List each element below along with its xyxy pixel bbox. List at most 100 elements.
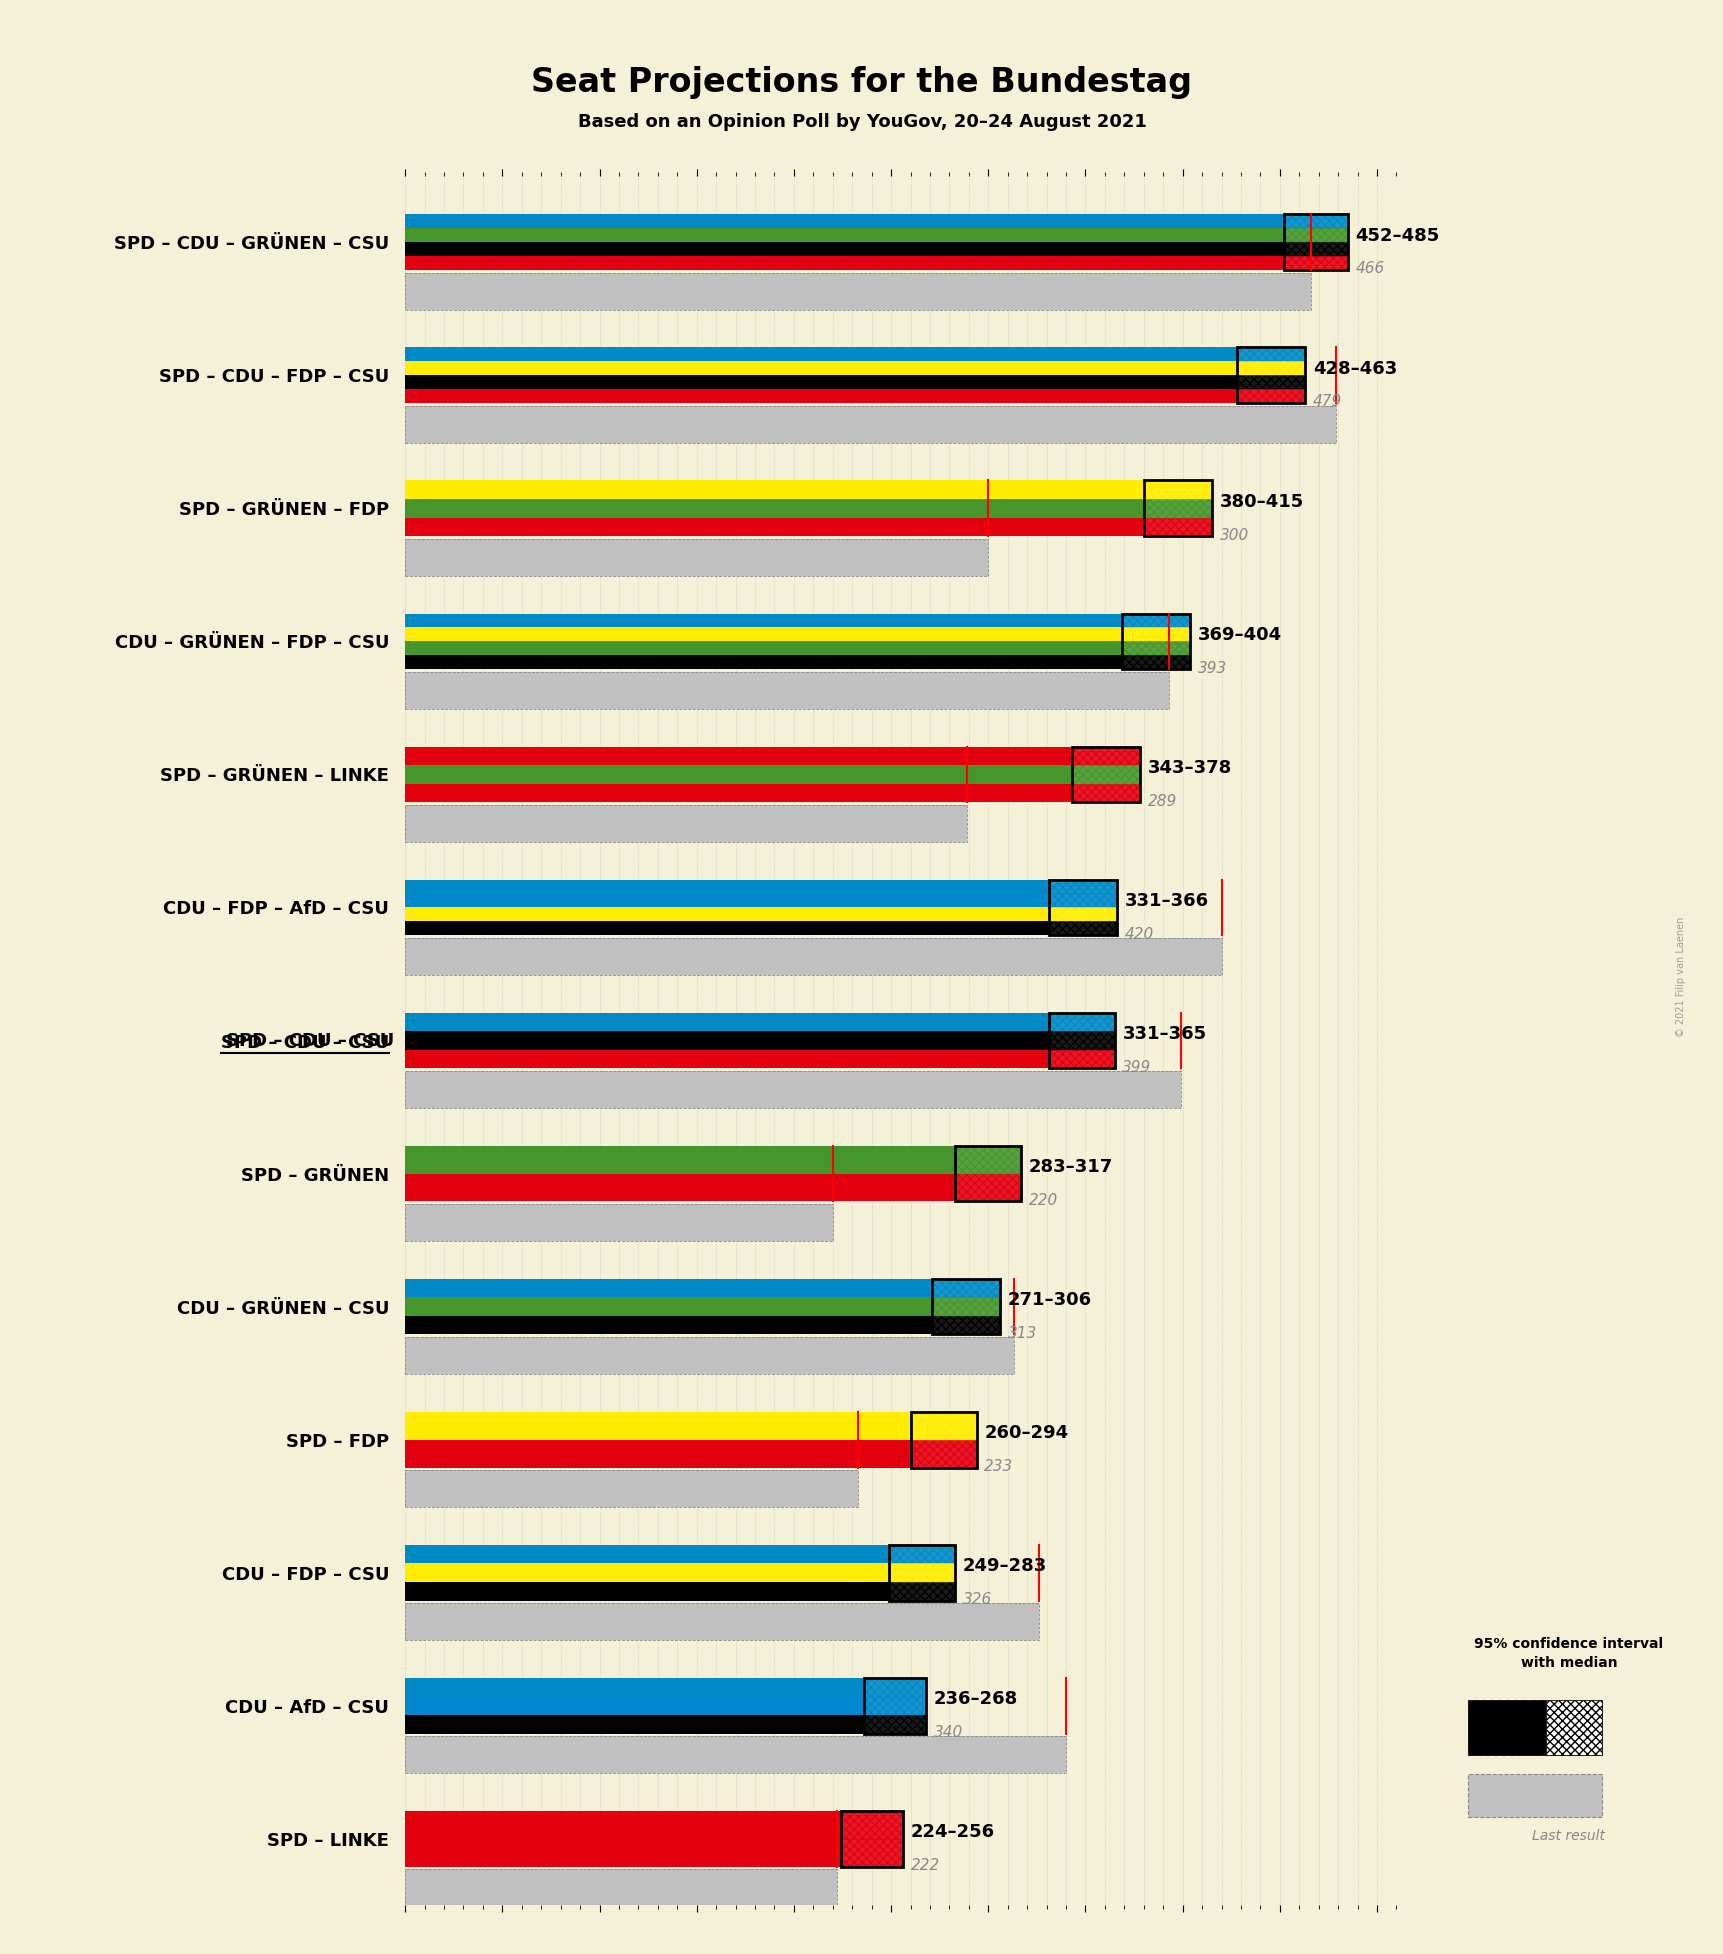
Bar xyxy=(889,1546,955,1563)
Bar xyxy=(1284,229,1347,242)
Text: 289: 289 xyxy=(1148,793,1177,809)
Text: 326: 326 xyxy=(963,1593,992,1606)
Bar xyxy=(1072,784,1139,803)
Bar xyxy=(405,1337,1013,1374)
Bar xyxy=(1237,361,1304,375)
Bar xyxy=(1048,1049,1115,1069)
Bar xyxy=(1284,215,1347,270)
Bar xyxy=(863,1696,925,1716)
Bar xyxy=(405,1696,925,1716)
Bar xyxy=(1048,879,1117,893)
Bar xyxy=(1142,481,1211,535)
Text: 260–294: 260–294 xyxy=(984,1424,1068,1442)
Text: 428–463: 428–463 xyxy=(1313,360,1396,377)
Bar xyxy=(405,274,1309,311)
Bar xyxy=(889,1563,955,1583)
Bar xyxy=(405,1315,999,1335)
Bar xyxy=(1122,641,1189,655)
Bar xyxy=(405,1583,955,1600)
Bar xyxy=(405,1032,1115,1049)
Bar xyxy=(405,1602,1039,1641)
Bar xyxy=(1122,627,1189,641)
Text: © 2021 Filip van Laenen: © 2021 Filip van Laenen xyxy=(1675,916,1685,1038)
Bar xyxy=(405,1174,1020,1202)
Bar xyxy=(405,229,1347,242)
Bar xyxy=(1284,215,1347,229)
Bar xyxy=(1237,348,1304,361)
Bar xyxy=(932,1278,999,1297)
Bar xyxy=(889,1563,955,1583)
Bar xyxy=(405,641,1189,655)
Bar xyxy=(1237,389,1304,403)
Bar xyxy=(405,907,1117,922)
Text: 420: 420 xyxy=(1123,926,1153,942)
Bar xyxy=(1284,256,1347,270)
Bar xyxy=(1048,893,1117,907)
Bar xyxy=(1122,614,1189,670)
Text: 331–365: 331–365 xyxy=(1122,1024,1206,1043)
Bar xyxy=(405,1870,836,1907)
Bar xyxy=(910,1440,975,1467)
Bar xyxy=(889,1583,955,1600)
Bar xyxy=(405,938,1222,975)
Bar xyxy=(405,784,1139,803)
Text: SPD – CDU – CSU: SPD – CDU – CSU xyxy=(226,1032,395,1049)
Bar xyxy=(405,614,1189,627)
Bar xyxy=(405,1440,975,1467)
Bar xyxy=(405,274,1309,311)
Bar xyxy=(405,1716,925,1733)
Bar xyxy=(1237,375,1304,389)
Bar xyxy=(405,389,1304,403)
Text: 271–306: 271–306 xyxy=(1008,1292,1091,1309)
Text: 340: 340 xyxy=(934,1725,963,1739)
Bar xyxy=(932,1297,999,1315)
Text: Based on an Opinion Poll by YouGov, 20–24 August 2021: Based on an Opinion Poll by YouGov, 20–2… xyxy=(577,113,1146,131)
Bar xyxy=(405,242,1347,256)
Text: 452–485: 452–485 xyxy=(1354,227,1439,244)
Bar xyxy=(1122,614,1189,627)
Bar xyxy=(405,1337,1013,1374)
Bar xyxy=(1466,1774,1601,1817)
Bar xyxy=(405,627,1189,641)
Bar xyxy=(405,1870,836,1907)
Bar xyxy=(1237,361,1304,375)
Bar xyxy=(1048,1032,1115,1049)
Bar xyxy=(1122,641,1189,655)
Bar xyxy=(910,1440,975,1467)
Bar xyxy=(405,805,967,842)
Bar xyxy=(1237,348,1304,403)
Bar xyxy=(1072,784,1139,803)
Bar xyxy=(863,1678,925,1696)
Bar xyxy=(405,746,1139,766)
Bar xyxy=(405,1049,1115,1069)
Bar xyxy=(405,1811,903,1839)
Bar xyxy=(405,1204,832,1241)
Bar xyxy=(405,539,987,576)
Bar xyxy=(405,215,1347,229)
Bar xyxy=(405,1678,925,1696)
Text: 343–378: 343–378 xyxy=(1148,758,1232,778)
Bar xyxy=(1048,1012,1115,1032)
Bar xyxy=(1048,1012,1115,1032)
Bar xyxy=(1122,627,1189,641)
Bar xyxy=(863,1716,925,1733)
Bar xyxy=(1048,879,1117,893)
Bar xyxy=(405,406,1335,444)
Bar xyxy=(405,1737,1065,1774)
Text: 222: 222 xyxy=(910,1858,939,1872)
Bar xyxy=(841,1811,903,1839)
Text: 369–404: 369–404 xyxy=(1197,625,1282,643)
Bar xyxy=(1122,655,1189,670)
Bar xyxy=(932,1297,999,1315)
Bar xyxy=(1284,242,1347,256)
Text: 331–366: 331–366 xyxy=(1123,891,1208,911)
Bar xyxy=(405,805,967,842)
Bar xyxy=(863,1696,925,1716)
Bar xyxy=(932,1315,999,1335)
Bar xyxy=(863,1716,925,1733)
Bar xyxy=(932,1278,999,1335)
Bar xyxy=(910,1411,975,1440)
Bar xyxy=(955,1145,1020,1174)
Bar xyxy=(1072,766,1139,784)
Bar xyxy=(1142,518,1211,535)
